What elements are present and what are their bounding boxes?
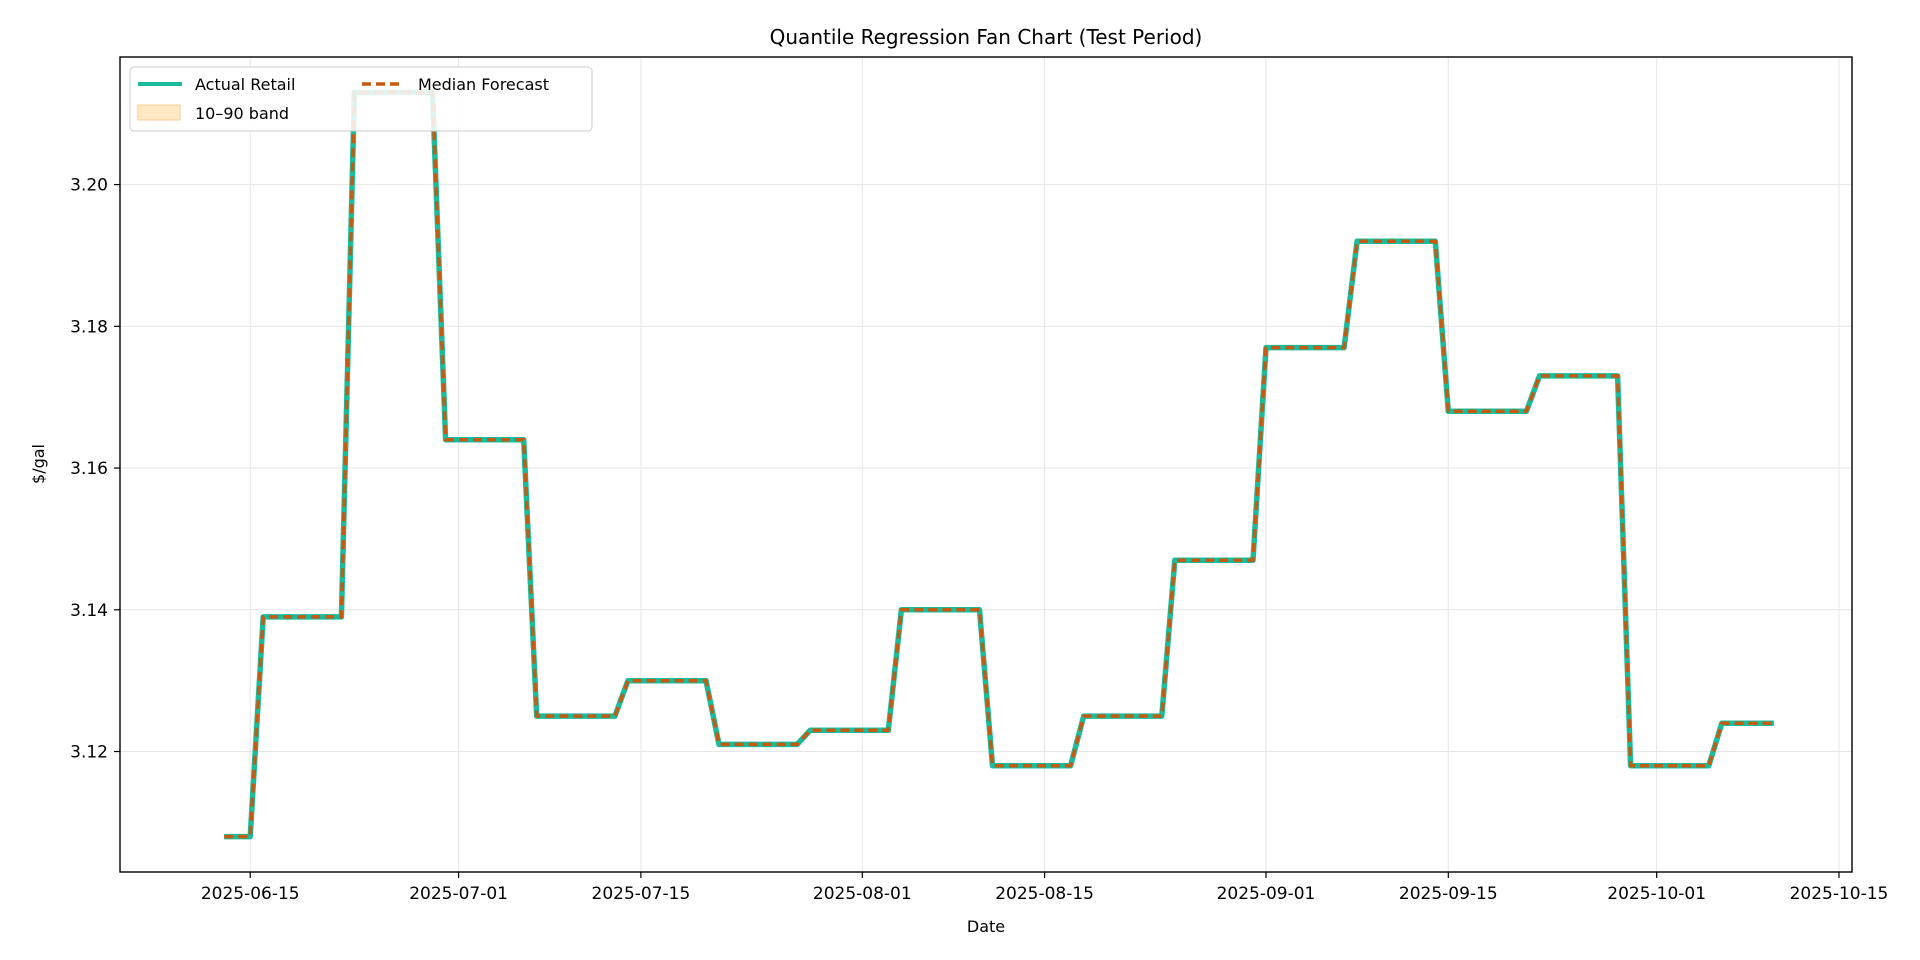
x-tick-label: 2025-09-01	[1217, 884, 1316, 904]
y-tick-label: 3.16	[70, 459, 108, 479]
x-tick-label: 2025-10-15	[1790, 884, 1889, 904]
plot-area-frame	[119, 56, 1853, 873]
x-tick-label: 2025-07-15	[592, 884, 691, 904]
x-tick-label: 2025-07-01	[409, 884, 508, 904]
y-tick-label: 3.18	[70, 317, 108, 337]
legend-label-median-forecast: Median Forecast	[418, 75, 549, 94]
y-axis: 3.12 3.14 3.16 3.18 3.20	[70, 176, 120, 763]
y-tick-label: 3.20	[70, 176, 108, 196]
legend-swatch-band	[137, 104, 181, 121]
y-axis-label: $/gal	[29, 444, 48, 484]
x-tick-label: 2025-08-01	[813, 884, 912, 904]
x-tick-label: 2025-10-01	[1607, 884, 1706, 904]
legend-label-actual-retail: Actual Retail	[195, 75, 295, 94]
x-axis: 2025-06-15 2025-07-01 2025-07-15 2025-08-01…	[201, 872, 1889, 904]
x-tick-label: 2025-09-15	[1399, 884, 1498, 904]
legend: Actual Retail Median Forecast 10–90 band	[129, 66, 593, 132]
grid-lines	[120, 57, 1852, 872]
legend-label-band: 10–90 band	[195, 104, 289, 123]
y-tick-label: 3.12	[70, 743, 108, 763]
x-axis-label: Date	[967, 917, 1005, 936]
y-tick-label: 3.14	[70, 601, 108, 621]
x-tick-label: 2025-06-15	[201, 884, 300, 904]
chart-title: Quantile Regression Fan Chart (Test Peri…	[770, 25, 1203, 49]
legend-box	[129, 66, 593, 132]
series-line-actual-retail	[224, 89, 1774, 840]
x-tick-label: 2025-08-15	[995, 884, 1094, 904]
series-lines	[224, 89, 1774, 840]
series-line-median-forecast	[224, 90, 1774, 839]
